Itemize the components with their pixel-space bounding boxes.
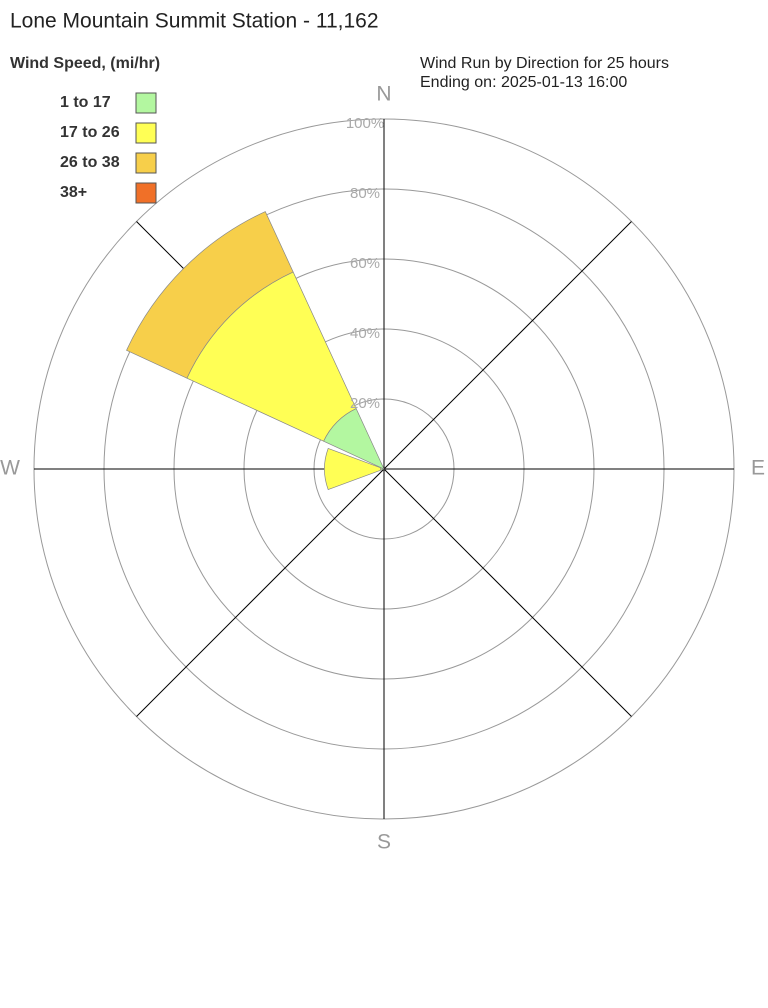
legend-label: 38+ bbox=[60, 184, 87, 201]
direction-label: N bbox=[376, 83, 391, 106]
legend-title: Wind Speed, (mi/hr) bbox=[10, 55, 160, 72]
legend-swatch bbox=[135, 152, 157, 174]
direction-label: E bbox=[751, 457, 765, 480]
r-tick-label: 100% bbox=[346, 115, 384, 132]
legend-label: 17 to 26 bbox=[60, 124, 120, 141]
r-tick-label: 20% bbox=[350, 395, 380, 412]
r-tick-label: 60% bbox=[350, 255, 380, 272]
legend-label: 1 to 17 bbox=[60, 94, 111, 111]
legend-swatch bbox=[135, 92, 157, 114]
spoke bbox=[136, 468, 385, 717]
subtitle: Wind Run by Direction for 25 hours bbox=[420, 55, 669, 72]
spoke bbox=[383, 468, 632, 717]
spoke bbox=[383, 221, 632, 470]
wind-segment bbox=[126, 211, 294, 379]
chart-title: Lone Mountain Summit Station - 11,162 bbox=[10, 10, 379, 33]
legend-swatch bbox=[135, 122, 157, 144]
direction-label: W bbox=[0, 457, 20, 480]
r-tick-label: 40% bbox=[350, 325, 380, 342]
wind-segment bbox=[324, 447, 382, 491]
r-tick-label: 80% bbox=[350, 185, 380, 202]
legend-swatch bbox=[135, 182, 157, 204]
direction-label: S bbox=[377, 831, 391, 854]
legend-label: 26 to 38 bbox=[60, 154, 120, 171]
subtitle: Ending on: 2025-01-13 16:00 bbox=[420, 74, 627, 91]
